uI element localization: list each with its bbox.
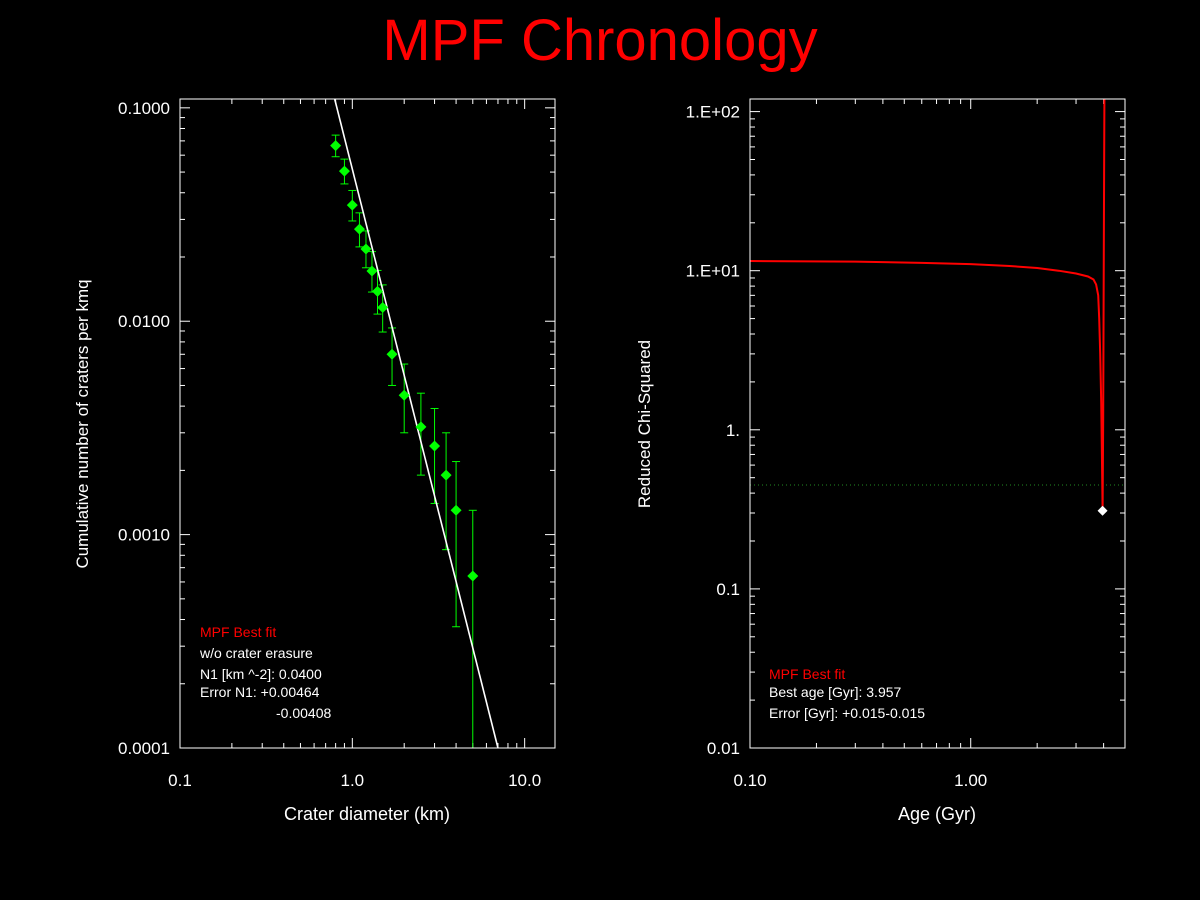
crater-legend-line: Error N1: +0.00464: [200, 684, 320, 700]
crater-legend-line: -0.00408: [276, 705, 331, 721]
crater-y-tick-label: 0.0001: [118, 739, 170, 758]
chi-x-tick-label: 1.00: [954, 771, 987, 790]
chi-y-tick-label: 1.: [726, 421, 740, 440]
crater-data-point: [360, 243, 372, 255]
crater-data-point: [353, 223, 365, 235]
crater-y-tick-label: 0.1000: [118, 99, 170, 118]
crater-legend: MPF Best fit w/o crater erasure N1 [km ^…: [199, 624, 331, 721]
crater-data-point: [429, 440, 441, 452]
crater-data-point: [386, 348, 398, 360]
crater-x-tick-label: 0.1: [168, 771, 192, 790]
chi-x-tick-label: 0.10: [733, 771, 766, 790]
crater-y-axis-label: Cumulative number of craters per kmq: [73, 279, 92, 568]
crater-legend-heading: MPF Best fit: [200, 624, 276, 640]
chi-y-tick-label: 0.01: [707, 739, 740, 758]
crater-plot-frame: [179, 98, 556, 749]
crater-data-point: [377, 301, 389, 313]
crater-data-point: [338, 165, 350, 177]
chi-squared-chart: 0.10 1.001.E+021.E+011.0.10.01 Age (Gyr) …: [635, 98, 1126, 824]
crater-chart: 0.1 1.0 10.0 0.1000 0.0100 0.0010 0.0001 Crate…: [73, 98, 556, 824]
chi-minor-ticks: [749, 99, 1126, 749]
crater-x-tick-label: 1.0: [341, 771, 365, 790]
chi-legend-line: Best age [Gyr]: 3.957: [769, 684, 902, 700]
crater-x-axis-label: Crater diameter (km): [284, 804, 450, 824]
page-title: MPF Chronology: [382, 8, 818, 73]
chi-tick-labels: 0.10 1.00 1.E+02 1.E+01 1. 0.1 0.01: [686, 103, 988, 790]
crater-points: [330, 140, 479, 582]
chi-y-axis-label: Reduced Chi-Squared: [635, 340, 654, 508]
chi-legend-line: Error [Gyr]: +0.015-0.015: [769, 705, 925, 721]
chi-legend-heading: MPF Best fit: [769, 666, 845, 682]
crater-x-tick-label: 10.0: [508, 771, 541, 790]
crater-data-point: [398, 389, 410, 401]
crater-fit-line: [333, 98, 499, 749]
chi-curve-group: [749, 98, 1106, 511]
chi-curve: [749, 98, 1106, 511]
chi-best-point: [1097, 505, 1108, 516]
crater-data-point: [372, 285, 384, 297]
crater-data-point: [440, 469, 452, 481]
crater-legend-line: w/o crater erasure: [199, 645, 313, 661]
crater-y-tick-label: 0.0100: [118, 312, 170, 331]
crater-tick-labels: 0.1 1.0 10.0 0.1000 0.0100 0.0010 0.0001: [118, 99, 541, 790]
crater-error-bars: [331, 134, 477, 748]
chi-x-axis-label: Age (Gyr): [898, 804, 976, 824]
crater-data-point: [415, 421, 427, 433]
chi-best-point-group: [1097, 505, 1108, 516]
chi-legend: MPF Best fit Best age [Gyr]: 3.957 Error…: [769, 666, 925, 721]
crater-legend-line: N1 [km ^-2]: 0.0400: [200, 666, 322, 682]
crater-data-point: [346, 199, 358, 211]
chi-y-tick-label: 1.E+02: [686, 103, 740, 122]
crater-fit-line-group: [333, 98, 499, 749]
crater-data-point: [366, 265, 378, 277]
chi-y-tick-label: 0.1: [716, 580, 740, 599]
chi-y-tick-label: 1.E+01: [686, 262, 740, 281]
chi-plot-frame: [749, 98, 1126, 749]
crater-y-tick-label: 0.0010: [118, 526, 170, 545]
crater-data-point: [467, 570, 479, 582]
crater-data-point: [330, 140, 342, 152]
crater-data-point: [450, 504, 462, 516]
crater-minor-ticks: [179, 99, 555, 749]
